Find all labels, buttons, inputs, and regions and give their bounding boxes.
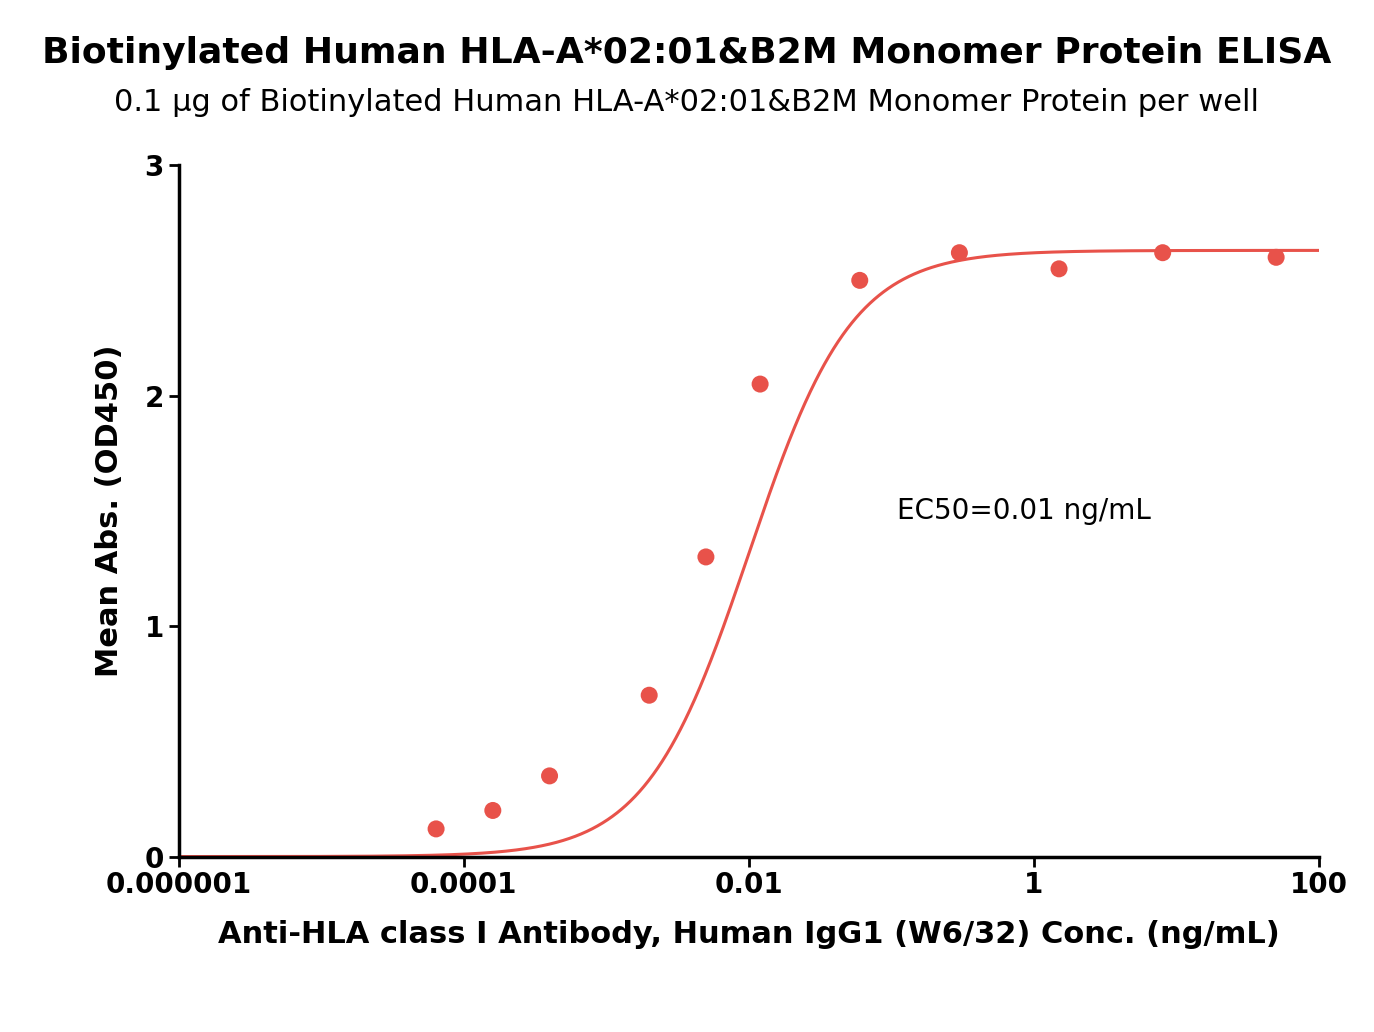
Point	[849, 272, 871, 289]
Text: 0.1 μg of Biotinylated Human HLA-A*02:01&B2M Monomer Protein per well: 0.1 μg of Biotinylated Human HLA-A*02:01…	[114, 88, 1260, 117]
Point	[539, 768, 561, 784]
Y-axis label: Mean Abs. (OD450): Mean Abs. (OD450)	[95, 345, 124, 677]
Point	[695, 549, 717, 566]
Text: Biotinylated Human HLA-A*02:01&B2M Monomer Protein ELISA: Biotinylated Human HLA-A*02:01&B2M Monom…	[43, 36, 1331, 70]
Point	[1265, 249, 1287, 265]
Point	[482, 802, 504, 818]
Point	[638, 687, 660, 704]
Text: EC50=0.01 ng/mL: EC50=0.01 ng/mL	[897, 496, 1151, 525]
Point	[1048, 261, 1070, 278]
Point	[749, 376, 771, 392]
Point	[1151, 245, 1173, 261]
Point	[425, 820, 447, 837]
X-axis label: Anti-HLA class I Antibody, Human IgG1 (W6/32) Conc. (ng/mL): Anti-HLA class I Antibody, Human IgG1 (W…	[218, 920, 1279, 949]
Point	[948, 245, 970, 261]
